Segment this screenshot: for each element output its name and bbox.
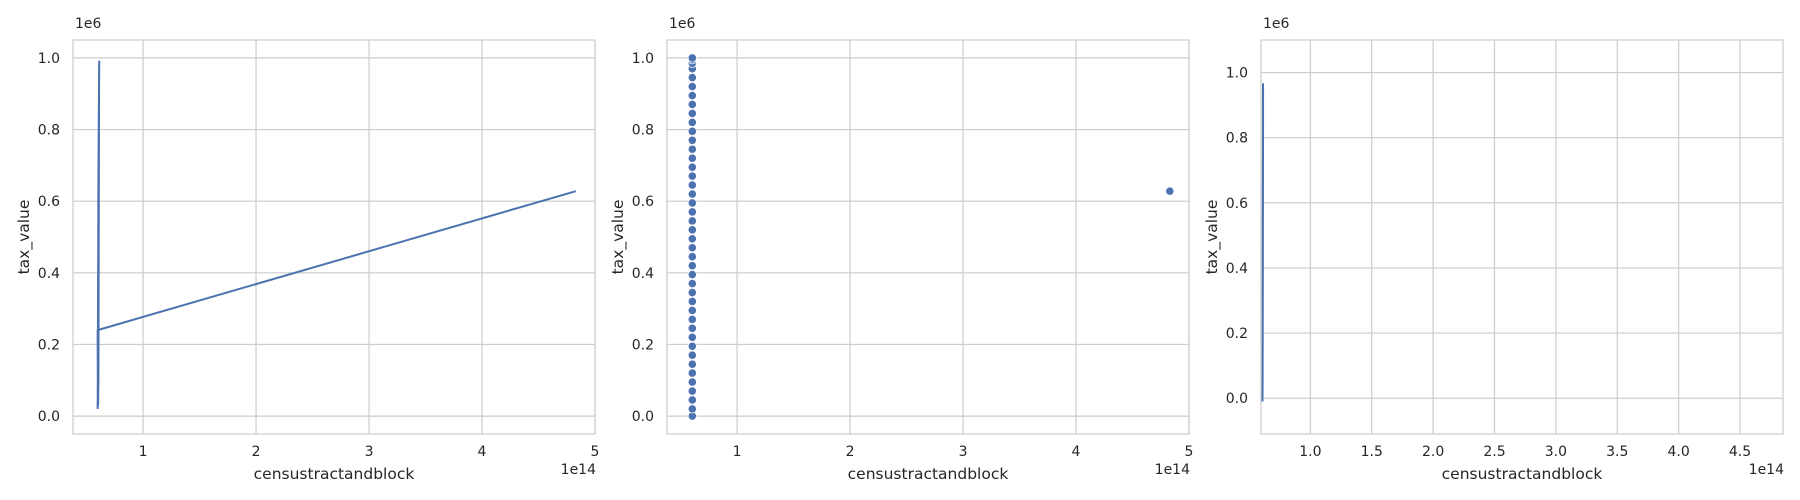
scatter-point [687,162,697,172]
y-tick-label: 0.0 [632,409,654,425]
plot-frame [1260,39,1784,435]
scatter-point [687,171,697,181]
x-offset-label: 1e14 [561,462,596,478]
x-tick-label: 2 [252,444,261,460]
x-tick-label: 3.5 [1606,444,1628,460]
y-offset-label: 1e6 [669,16,696,32]
scatter-point [687,252,697,262]
scatter-point [687,341,697,351]
scatter-point [687,270,697,280]
chart-panel-1: 1 2 3 4 5 0.0 0.2 0.4 0.6 0.8 1.0 1e6 1e14 censustrac… [15,16,599,483]
x-tick-label: 4.5 [1729,444,1751,460]
scatter-point [687,243,697,253]
y-tick-label: 0.4 [38,266,60,282]
scatter-point [687,53,697,63]
scatter-point [687,377,697,387]
chart-panel-2: 1 2 3 4 5 0.0 0.2 0.4 0.6 0.8 1.0 1e6 1e14 censustrac… [609,16,1193,483]
scatter-point [687,126,697,136]
plot-frame [72,39,596,435]
x-tick-label: 5 [1185,444,1194,460]
scatter-point [687,108,697,119]
x-axis-label: censustractandblock [848,465,1009,483]
x-tick-label: 4 [478,444,487,460]
scatter-point [687,225,697,235]
y-tick-label: 1.0 [1226,66,1248,82]
y-axis-label: tax_value [15,200,34,275]
y-tick-label: 0.6 [1226,196,1248,212]
scatter-point [687,359,697,369]
y-tick-label: 0.6 [38,194,60,210]
x-tick-label: 3.0 [1545,444,1567,460]
scatter-point [687,117,697,127]
scatter-point [687,198,697,208]
scatter-point [687,207,697,217]
scatter-point [687,189,697,199]
x-tick-label: 1 [139,444,148,460]
y-tick-label: 0.2 [38,337,60,353]
x-offset-label: 1e14 [1749,462,1784,478]
y-offset-label: 1e6 [75,16,102,32]
scatter-point [687,368,697,378]
x-offset-label: 1e14 [1155,462,1190,478]
scatter-point [687,332,697,342]
y-axis-label: tax_value [609,200,628,275]
scatter-point [687,153,697,163]
scatter-point [1165,186,1175,196]
plot-frame [666,39,1190,435]
scatter-point [687,305,697,316]
series-line [1261,82,1265,402]
scatter-point [687,180,697,190]
y-tick-label: 0.2 [1226,326,1248,342]
x-tick-label: 1.0 [1299,444,1321,460]
x-axis-label: censustractandblock [254,465,415,483]
scatter-point [687,350,697,360]
x-tick-label: 2.5 [1483,444,1505,460]
y-tick-label: 0.4 [632,266,654,282]
scatter-point [687,314,697,324]
scatter-point [687,216,697,226]
x-tick-label: 4.0 [1668,444,1690,460]
y-tick-label: 0.4 [1226,261,1248,277]
x-tick-label: 1 [733,444,742,460]
scatter-point [687,73,697,83]
y-tick-label: 1.0 [632,51,654,67]
y-tick-label: 0.0 [1226,391,1248,407]
scatter-point [687,287,697,298]
scatter-point [687,144,697,154]
scatter-point [687,386,697,396]
scatter-point [687,404,697,414]
series-line [96,60,577,409]
scatter-point [687,278,697,289]
scatter-point [687,90,697,101]
x-tick-label: 2.0 [1422,444,1444,460]
scatter-point [687,323,697,333]
x-tick-label: 3 [959,444,968,460]
scatter-point [687,99,697,110]
y-offset-label: 1e6 [1263,16,1290,32]
y-tick-label: 1.0 [38,51,60,67]
chart-panel-3: 1.0 1.5 2.0 2.5 3.0 3.5 4.0 4.5 0.0 0.2 0.4 0.6 0.8 1… [1203,16,1784,483]
scatter-point [687,234,697,244]
x-tick-label: 4 [1072,444,1081,460]
scatter-point [687,395,697,405]
x-tick-label: 5 [591,444,600,460]
y-axis-label: tax_value [1203,200,1222,275]
x-tick-label: 2 [846,444,855,460]
x-tick-label: 3 [365,444,374,460]
y-tick-label: 0.8 [632,123,654,139]
scatter-point [687,296,697,307]
scatter-point [687,81,697,92]
scatter-point [687,261,697,271]
y-tick-label: 0.2 [632,337,654,353]
y-tick-label: 0.8 [38,123,60,139]
y-tick-label: 0.8 [1226,131,1248,147]
y-tick-label: 0.0 [38,409,60,425]
y-tick-label: 0.6 [632,194,654,210]
x-axis-label: censustractandblock [1442,465,1603,483]
x-tick-label: 1.5 [1361,444,1383,460]
scatter-point [687,135,697,145]
